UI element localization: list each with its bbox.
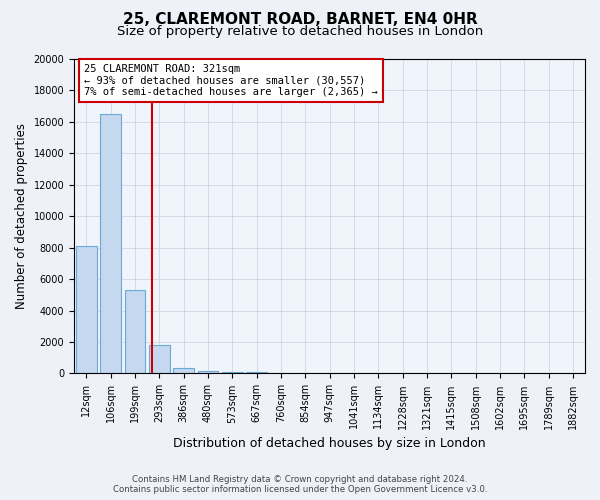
Text: 25 CLAREMONT ROAD: 321sqm
← 93% of detached houses are smaller (30,557)
7% of se: 25 CLAREMONT ROAD: 321sqm ← 93% of detac… xyxy=(84,64,378,97)
Bar xyxy=(76,246,97,374)
Bar xyxy=(222,372,242,374)
Bar xyxy=(197,371,218,374)
Bar xyxy=(100,114,121,374)
Bar xyxy=(125,290,145,374)
Text: Size of property relative to detached houses in London: Size of property relative to detached ho… xyxy=(117,25,483,38)
Bar xyxy=(295,373,316,374)
Bar xyxy=(246,372,267,374)
Bar xyxy=(173,368,194,374)
X-axis label: Distribution of detached houses by size in London: Distribution of detached houses by size … xyxy=(173,437,486,450)
Text: 25, CLAREMONT ROAD, BARNET, EN4 0HR: 25, CLAREMONT ROAD, BARNET, EN4 0HR xyxy=(122,12,478,28)
Bar xyxy=(149,345,170,374)
Y-axis label: Number of detached properties: Number of detached properties xyxy=(15,123,28,309)
Bar xyxy=(271,372,291,374)
Text: Contains HM Land Registry data © Crown copyright and database right 2024.
Contai: Contains HM Land Registry data © Crown c… xyxy=(113,474,487,494)
